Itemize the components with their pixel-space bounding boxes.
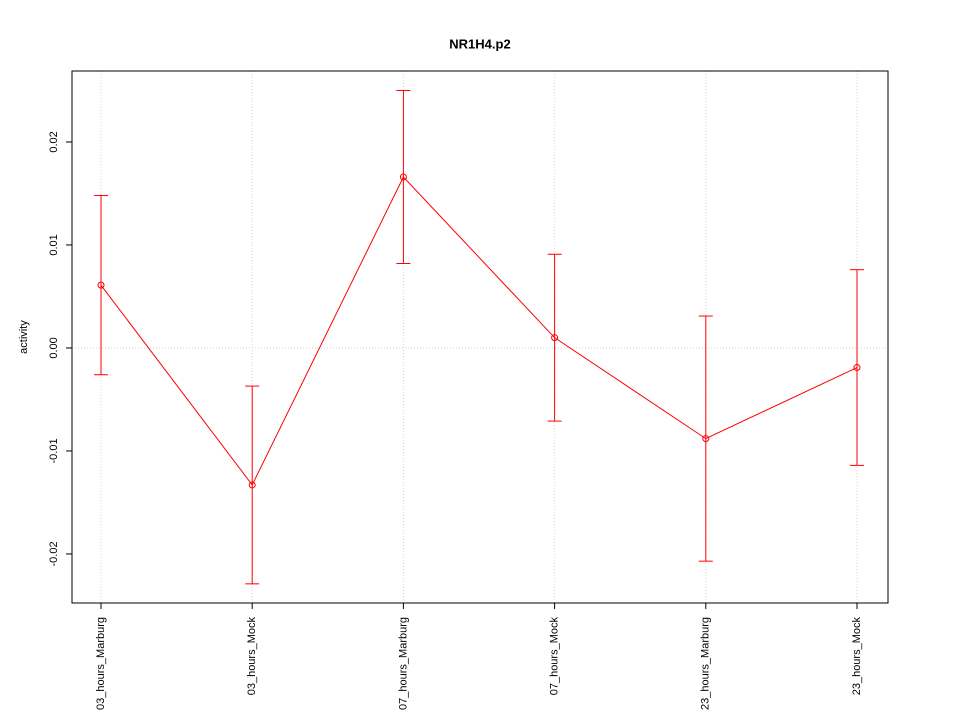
point bbox=[853, 364, 861, 372]
error-bar bbox=[245, 385, 260, 585]
y-tick-label: -0.01 bbox=[48, 438, 60, 463]
point bbox=[97, 281, 105, 289]
y-tick-label: 0.00 bbox=[48, 337, 60, 358]
chart-title: NR1H4.p2 bbox=[449, 36, 510, 51]
x-tick-label: 07_hours_Marburg bbox=[397, 617, 409, 710]
error-bar bbox=[698, 315, 713, 562]
y-axis-label: activity bbox=[18, 320, 30, 354]
x-tick-label: 03_hours_Marburg bbox=[95, 617, 107, 710]
x-tick-label: 03_hours_Mock bbox=[246, 617, 258, 696]
x-tick-label: 07_hours_Mock bbox=[549, 617, 561, 696]
point bbox=[702, 435, 710, 443]
error-bar bbox=[396, 89, 411, 265]
point bbox=[248, 481, 256, 489]
point bbox=[399, 173, 407, 181]
error-bar bbox=[547, 253, 562, 422]
error-bar bbox=[94, 195, 108, 376]
y-tick-label: -0.02 bbox=[48, 541, 60, 566]
data-line bbox=[100, 176, 858, 486]
y-tick-label: 0.02 bbox=[48, 131, 60, 152]
error-bar bbox=[850, 269, 864, 466]
point bbox=[551, 334, 559, 342]
x-tick-label: 23_hours_Mock bbox=[851, 617, 863, 696]
x-tick-label: 23_hours_Marburg bbox=[700, 617, 712, 710]
plot-frame bbox=[71, 70, 889, 604]
y-tick-label: 0.01 bbox=[48, 234, 60, 255]
